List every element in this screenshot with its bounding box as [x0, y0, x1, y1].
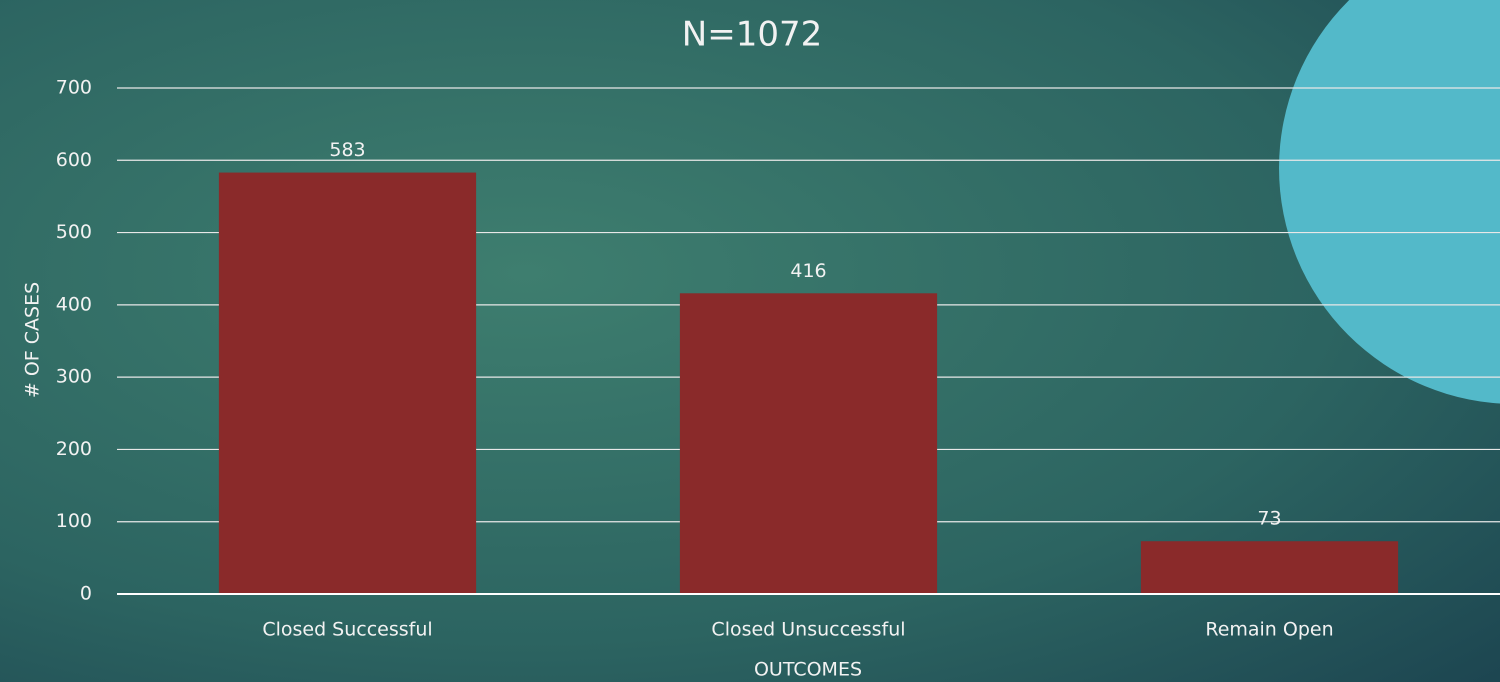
x-tick-label: Remain Open: [1205, 619, 1333, 641]
decor-circle: [1279, 0, 1500, 404]
x-tick-label: Closed Successful: [262, 619, 432, 641]
y-tick-label: 400: [56, 293, 92, 315]
y-tick-label: 700: [56, 77, 92, 99]
data-label: 73: [1257, 508, 1281, 530]
y-tick-label: 600: [56, 149, 92, 171]
x-axis-label: OUTCOMES: [754, 659, 862, 681]
y-tick-label: 300: [56, 366, 92, 388]
x-tick-label: Closed Unsuccessful: [711, 619, 905, 641]
chart-title: N=1072: [682, 15, 822, 55]
y-axis-label: # OF CASES: [22, 282, 44, 398]
y-tick-label: 0: [80, 583, 92, 605]
bar: [679, 293, 938, 594]
y-tick-label: 200: [56, 438, 92, 460]
data-label: 416: [790, 260, 826, 282]
y-tick-label: 100: [56, 510, 92, 532]
y-tick-label: 500: [56, 221, 92, 243]
data-label: 583: [329, 139, 365, 161]
bar: [218, 172, 477, 594]
bar: [1140, 541, 1399, 594]
